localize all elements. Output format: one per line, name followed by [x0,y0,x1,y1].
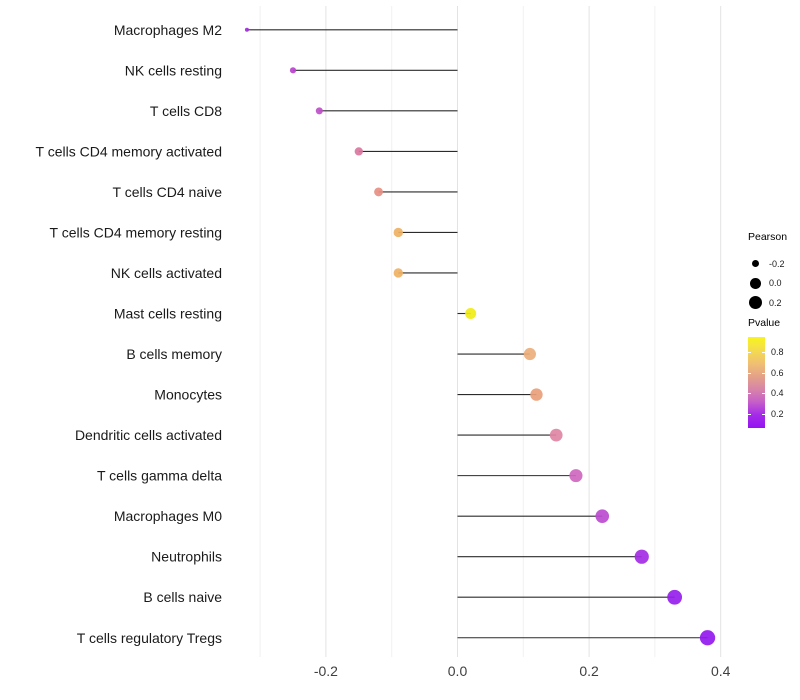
pvalue-tick-label: 0.2 [771,409,784,419]
row-label: NK cells resting [125,62,222,78]
pearson-size-item: -0.2 [748,254,787,274]
lollipop-dot [667,589,683,605]
pvalue-gradient-wrap: 0.8 0.6 0.4 0.2 [748,337,800,432]
pvalue-tick-mark [762,393,765,394]
x-tick-label: 0.4 [711,663,731,679]
pearson-size-label: 0.2 [769,297,782,308]
lollipop-dot [315,107,323,115]
pearson-size-item: 0.2 [748,293,787,313]
row-label: T cells CD4 memory activated [36,143,222,159]
pearson-size-label: 0.0 [769,278,782,289]
lollipop-dot [393,227,403,238]
pvalue-tick-mark [748,352,751,353]
pvalue-legend-title: Pvalue [748,317,781,329]
lollipop-dot [569,469,583,483]
lollipop-dot [699,630,716,646]
pearson-size-dot-wrap [748,277,763,289]
pvalue-tick-mark [748,373,751,374]
pearson-size-dot-icon [750,277,761,289]
lollipop-dot [595,509,610,523]
pvalue-tick-label: 0.4 [771,388,784,398]
pearson-size-item: 0.0 [748,274,787,294]
row-label: T cells regulatory Tregs [77,630,222,646]
lollipop-dot [354,147,363,156]
pvalue-tick-label: 0.6 [771,368,784,378]
pvalue-tick-mark [748,393,751,394]
lollipop-dot [634,549,649,564]
lollipop-dot [465,307,477,320]
pvalue-gradient-bar [748,337,765,428]
pearson-size-legend: Pearson -0.2 0.0 0.2 [748,231,787,313]
lollipop-dot [530,388,543,401]
row-label: T cells CD4 naive [113,184,223,200]
lollipop-dot [289,67,297,74]
pvalue-tick-mark [762,373,765,374]
pvalue-tick-mark [748,414,751,415]
lollipop-dot [244,27,249,32]
row-label: Macrophages M2 [114,22,222,38]
row-label: Monocytes [154,387,222,403]
pvalue-tick-label: 0.8 [771,347,784,357]
row-label: B cells naive [143,589,222,605]
lollipop-dot [374,187,383,197]
row-label: T cells CD8 [150,103,222,119]
row-label: T cells CD4 memory resting [50,224,222,240]
x-tick-label: 0.0 [448,663,468,679]
row-label: NK cells activated [111,265,222,281]
pvalue-tick-mark [762,414,765,415]
pearson-size-dot-wrap [748,260,763,268]
pvalue-color-legend: Pvalue 0.8 0.6 0.4 0.2 [748,317,800,432]
pearson-size-label: -0.2 [769,258,785,269]
row-label: Mast cells resting [114,306,222,322]
pearson-size-dot-wrap [748,296,763,310]
pearson-size-items: -0.2 0.0 0.2 [748,254,787,313]
row-label: Macrophages M0 [114,508,222,524]
x-tick-label: -0.2 [314,663,338,679]
row-label: Neutrophils [151,549,222,565]
pearson-size-dot-icon [748,296,763,310]
pearson-size-dot-icon [751,260,760,268]
lollipop-dot [549,428,563,442]
row-label: B cells memory [126,346,222,362]
x-tick-label: 0.2 [579,663,599,679]
row-label: Dendritic cells activated [75,427,222,443]
row-label: T cells gamma delta [97,468,222,484]
lollipop-dot [393,268,403,278]
lollipop-dot [523,347,537,361]
pvalue-tick-mark [762,352,765,353]
pearson-legend-title: Pearson [748,231,788,243]
